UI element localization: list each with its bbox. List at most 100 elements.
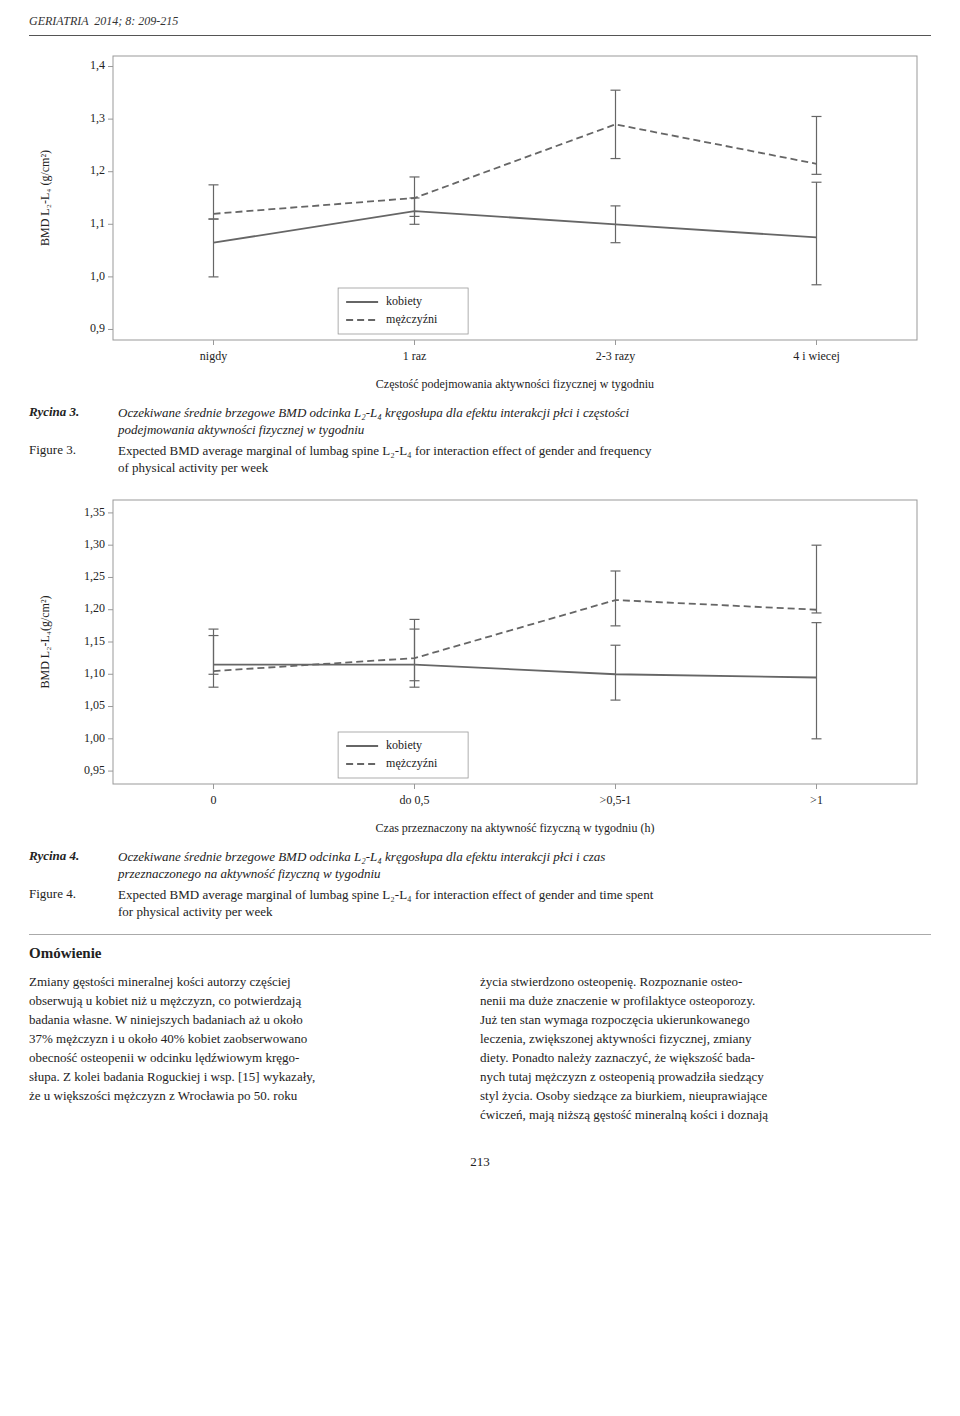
caption-row: Rycina 4.Oczekiwane średnie brzegowe BMD… (29, 848, 931, 882)
error-bar (209, 636, 219, 675)
y-tick (108, 642, 113, 643)
legend: kobiety mężczyźni (338, 288, 468, 334)
error-bar-stem (213, 185, 214, 219)
error-bar (611, 90, 621, 158)
text-line: obserwują u kobiet niż u mężczyzn, co po… (29, 991, 480, 1010)
y-tick-label: 1,25 (84, 569, 105, 583)
error-bar-stem (615, 571, 616, 626)
series-line (214, 124, 817, 213)
legend-swatch (346, 745, 378, 747)
error-bar-stem (816, 623, 817, 739)
legend-label: kobiety (386, 738, 422, 752)
caption-line: Oczekiwane średnie brzegowe BMD odcinka … (118, 404, 629, 421)
error-bar-cap (812, 612, 822, 613)
y-tick (108, 738, 113, 739)
y-tick-label: 0,9 (90, 321, 105, 335)
caption-line: Oczekiwane średnie brzegowe BMD odcinka … (118, 848, 605, 865)
error-bar-cap (812, 738, 822, 739)
y-tick (108, 706, 113, 707)
x-tick (615, 784, 616, 789)
error-bar-cap (611, 645, 621, 646)
error-bar-cap (209, 218, 219, 219)
text-line: że u większości mężczyzn z Wrocławia po … (29, 1086, 480, 1105)
legend-label: kobiety (386, 294, 422, 308)
y-tick (108, 512, 113, 513)
x-tick (816, 784, 817, 789)
error-bar (611, 645, 621, 700)
error-bar (812, 182, 822, 285)
x-tick (414, 784, 415, 789)
legend-swatch (346, 763, 378, 765)
x-tick-label: 1 raz (403, 349, 427, 363)
plot-area (209, 90, 822, 285)
error-bar-cap (812, 182, 822, 183)
caption-line: podejmowania aktywności fizycznej w tygo… (118, 421, 629, 438)
legend: kobietymężczyźni (338, 732, 468, 778)
text-line: leczenia, zwiększonej aktywności fizyczn… (480, 1029, 931, 1048)
error-bar-stem (213, 629, 214, 687)
error-bar-cap (209, 184, 219, 185)
error-bar-cap (209, 674, 219, 675)
caption-label: Figure 4. (29, 886, 118, 920)
error-bar (410, 177, 420, 216)
text-line: badania własne. W niniejszych badaniach … (29, 1010, 480, 1029)
text-line: nenii ma duże znaczenie w profilaktyce o… (480, 991, 931, 1010)
error-bar-cap (410, 619, 420, 620)
caption-row: Figure 3.Expected BMD average marginal o… (29, 442, 931, 476)
caption: Rycina 3.Oczekiwane średnie brzegowe BMD… (29, 404, 931, 476)
y-tick-label: 1,4 (90, 58, 105, 72)
error-bar (410, 619, 420, 680)
x-tick-label: nigdy (200, 349, 227, 363)
caption-text: Expected BMD average marginal of lumbag … (118, 886, 653, 920)
x-tick (414, 340, 415, 345)
error-bar-cap (209, 628, 219, 629)
error-bar-stem (816, 182, 817, 285)
y-tick (108, 771, 113, 772)
caption-row: Figure 4.Expected BMD average marginal o… (29, 886, 931, 920)
y-tick (108, 577, 113, 578)
y-tick (108, 329, 113, 330)
error-bar-cap (611, 699, 621, 700)
error-bar-cap (812, 116, 822, 117)
legend-label: mężczyźni (386, 312, 438, 326)
error-bar (209, 219, 219, 277)
error-bar-stem (213, 219, 214, 277)
plot-frame (113, 500, 917, 784)
y-tick-label: 1,30 (84, 537, 105, 551)
error-bar-cap (410, 176, 420, 177)
error-bar-cap (410, 224, 420, 225)
error-bar-cap (611, 625, 621, 626)
error-bar-cap (209, 687, 219, 688)
text-line: styl życia. Osoby siedzące za biurkiem, … (480, 1086, 931, 1105)
error-bar-cap (410, 687, 420, 688)
y-tick (108, 171, 113, 172)
caption-label: Rycina 3. (29, 404, 118, 438)
x-tick-label: >0,5-1 (600, 793, 632, 807)
error-bar-cap (611, 570, 621, 571)
error-bar-cap (812, 284, 822, 285)
y-tick (108, 674, 113, 675)
text-line: diety. Ponadto należy zaznaczyć, że więk… (480, 1048, 931, 1067)
text-line: ćwiczeń, mają niższą gęstość mineralną k… (480, 1105, 931, 1124)
caption: Rycina 4.Oczekiwane średnie brzegowe BMD… (29, 848, 931, 920)
error-bar-cap (410, 680, 420, 681)
y-tick (108, 276, 113, 277)
text-line: Już ten stan wymaga rozpoczęcia ukierunk… (480, 1010, 931, 1029)
y-tick-label: 1,10 (84, 666, 105, 680)
caption-text: Expected BMD average marginal of lumbag … (118, 442, 651, 476)
y-tick-label: 1,15 (84, 634, 105, 648)
text-line: Zmiany gęstości mineralnej kości autorzy… (29, 972, 480, 991)
x-axis-label: Czas przeznaczony na aktywność fizyczną … (376, 821, 655, 835)
y-tick (108, 119, 113, 120)
series-line (214, 665, 817, 678)
error-bar (611, 206, 621, 243)
error-bar-cap (611, 242, 621, 243)
section-title: Omówienie (29, 945, 931, 962)
error-bar-cap (812, 622, 822, 623)
error-bar-stem (414, 619, 415, 680)
x-axis-label: Częstość podejmowania aktywności fizyczn… (376, 377, 654, 391)
y-tick (108, 545, 113, 546)
y-tick-label: 1,35 (84, 505, 105, 519)
caption-line: of physical activity per week (118, 459, 651, 476)
error-bar-cap (209, 218, 219, 219)
